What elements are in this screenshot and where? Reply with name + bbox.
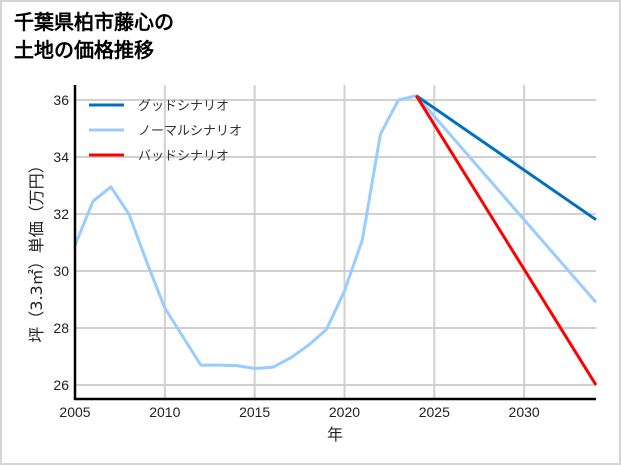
x-tick-label: 2010 [149, 404, 180, 420]
data-lines [73, 94, 598, 386]
y-tick-label: 34 [53, 149, 69, 165]
series-line [73, 94, 598, 370]
tick-labels: 26 28 30 32 34 36 2005 2010 2015 2020 2025 2030 [53, 92, 539, 420]
x-tick-label: 2025 [419, 404, 450, 420]
y-tick-label: 36 [53, 92, 69, 108]
axes [73, 85, 596, 401]
chart-title-line2: 土地の価格推移 [14, 38, 154, 62]
series-line [415, 94, 598, 386]
y-tick-label: 30 [53, 263, 69, 279]
x-tick-label: 2020 [329, 404, 360, 420]
legend-label: バッドシナリオ [138, 149, 229, 164]
x-axis-label: 年 [327, 425, 343, 444]
y-axis-label: 坪（3.3㎡）単価（万円） [27, 157, 46, 342]
chart-title-line1: 千葉県柏市藤心の [14, 10, 174, 34]
y-tick-label: 32 [53, 206, 69, 222]
y-tick-label: 28 [53, 320, 69, 336]
x-tick-label: 2030 [509, 404, 540, 420]
x-tick-label: 2005 [59, 404, 90, 420]
gridlines [75, 85, 596, 399]
legend-label: ノーマルシナリオ [138, 124, 242, 139]
legend-label: グッドシナリオ [138, 99, 229, 114]
x-tick-label: 2015 [239, 404, 270, 420]
chart-title: 千葉県柏市藤心の 土地の価格推移 [14, 8, 174, 64]
y-tick-label: 26 [53, 377, 69, 393]
series-line [415, 94, 597, 221]
